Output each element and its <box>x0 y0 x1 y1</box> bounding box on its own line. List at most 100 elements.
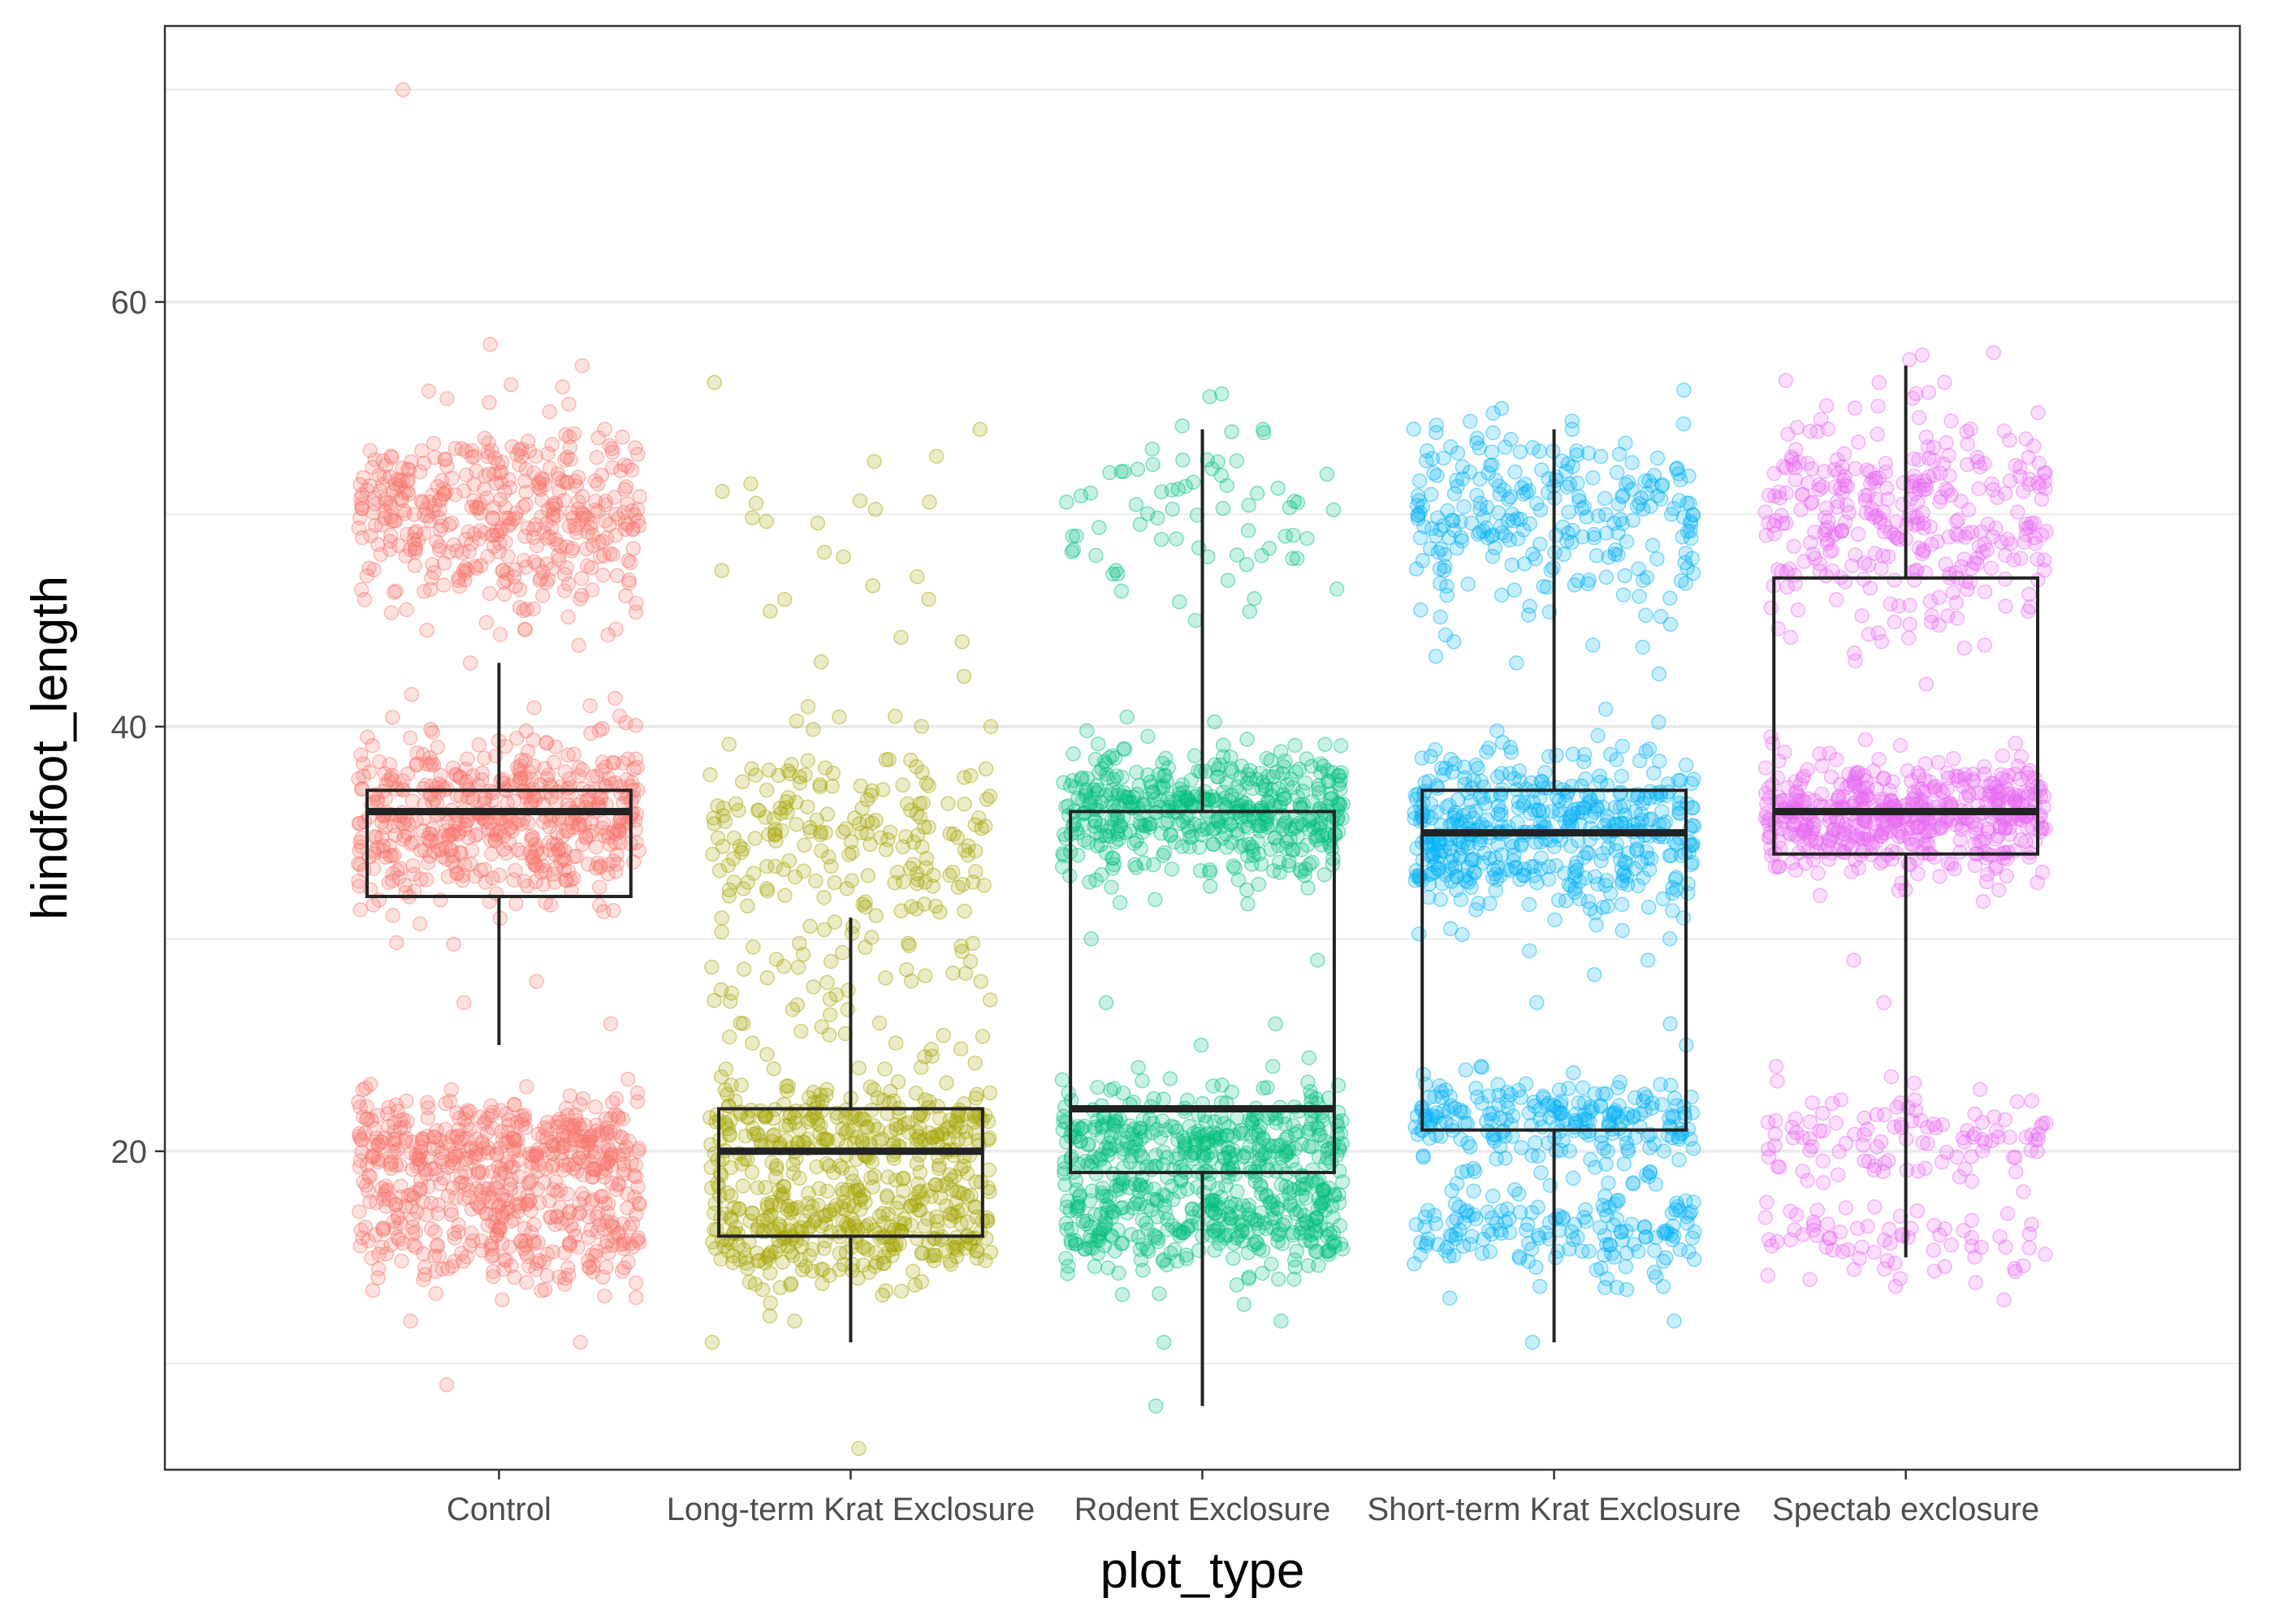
data-point <box>473 1233 490 1249</box>
data-point <box>568 525 585 541</box>
data-point <box>726 830 742 846</box>
data-point <box>1651 666 1667 682</box>
data-point <box>604 444 620 460</box>
data-point <box>533 482 548 497</box>
data-point <box>796 863 811 879</box>
data-point <box>454 441 469 456</box>
data-point <box>500 549 516 564</box>
data-point <box>390 472 406 487</box>
data-point <box>887 709 903 724</box>
data-point <box>1616 1155 1632 1172</box>
data-point <box>1959 424 1974 439</box>
data-point <box>888 1237 904 1253</box>
data-point <box>909 806 925 822</box>
data-point <box>960 847 976 863</box>
data-point <box>383 512 400 529</box>
data-point <box>1653 609 1669 624</box>
data-point <box>612 463 629 479</box>
data-point <box>1090 1246 1106 1261</box>
data-point <box>1481 465 1496 481</box>
data-point <box>1413 1234 1429 1250</box>
data-point <box>888 1035 904 1051</box>
data-point <box>568 478 585 494</box>
data-point <box>1450 445 1466 461</box>
data-point <box>621 575 637 591</box>
data-point <box>590 1224 605 1240</box>
data-point <box>377 511 392 526</box>
data-point <box>968 864 984 879</box>
data-point <box>373 546 389 562</box>
data-point <box>408 524 424 539</box>
data-point <box>1135 1263 1151 1278</box>
data-point <box>376 1191 391 1207</box>
data-point <box>767 1244 784 1260</box>
data-point <box>1119 709 1135 725</box>
data-point <box>751 802 767 818</box>
data-point <box>1624 455 1640 471</box>
data-point <box>1071 1199 1087 1214</box>
data-point <box>722 993 738 1009</box>
data-point <box>525 529 542 546</box>
data-point <box>628 1289 644 1306</box>
points-layer <box>351 82 2054 1457</box>
data-point <box>352 1204 367 1220</box>
data-point <box>824 779 840 794</box>
data-point <box>508 896 524 912</box>
data-point <box>377 503 392 519</box>
data-point <box>1615 489 1630 505</box>
data-point <box>1329 581 1345 597</box>
data-point <box>1152 1285 1167 1302</box>
data-point <box>921 1094 937 1109</box>
data-point <box>466 526 482 542</box>
data-point <box>1165 501 1180 517</box>
data-point <box>605 546 620 563</box>
data-point <box>1104 1209 1120 1225</box>
data-point <box>585 538 601 553</box>
data-point <box>1639 486 1655 502</box>
data-point <box>1615 587 1632 603</box>
data-point <box>414 1131 430 1147</box>
data-point <box>476 482 492 497</box>
data-point <box>1092 520 1107 535</box>
data-point <box>1099 767 1114 782</box>
data-point <box>608 621 624 637</box>
data-point <box>590 477 606 492</box>
data-point <box>371 467 387 483</box>
data-point <box>560 609 576 625</box>
data-point <box>1321 1242 1337 1258</box>
data-point <box>465 768 481 784</box>
data-point <box>908 1086 924 1101</box>
data-point <box>763 603 778 620</box>
data-point <box>1412 1247 1429 1263</box>
data-point <box>573 1334 588 1350</box>
data-point <box>604 1095 620 1110</box>
data-point <box>557 567 573 582</box>
data-point <box>587 1099 603 1115</box>
data-point <box>1140 728 1156 745</box>
data-point <box>1581 1243 1597 1259</box>
data-point <box>1516 556 1533 572</box>
data-point <box>1212 1236 1227 1251</box>
data-point <box>1494 1225 1509 1242</box>
data-point <box>1317 736 1333 752</box>
data-point <box>1285 551 1300 567</box>
data-point <box>703 1137 719 1152</box>
data-point <box>1261 541 1278 556</box>
data-point <box>704 959 720 975</box>
data-point <box>506 569 522 585</box>
data-point <box>402 730 418 745</box>
data-point <box>1467 1164 1483 1180</box>
data-point <box>825 765 841 781</box>
data-point <box>376 469 392 485</box>
data-point <box>483 1189 499 1205</box>
data-point <box>759 782 775 798</box>
data-point <box>1683 530 1699 546</box>
data-point <box>512 442 527 458</box>
data-point <box>484 443 499 459</box>
data-point <box>1507 464 1523 480</box>
data-point <box>953 939 969 954</box>
data-point <box>432 538 447 555</box>
data-point <box>1646 1242 1662 1259</box>
data-point <box>549 537 564 552</box>
data-point <box>1420 1203 1436 1219</box>
